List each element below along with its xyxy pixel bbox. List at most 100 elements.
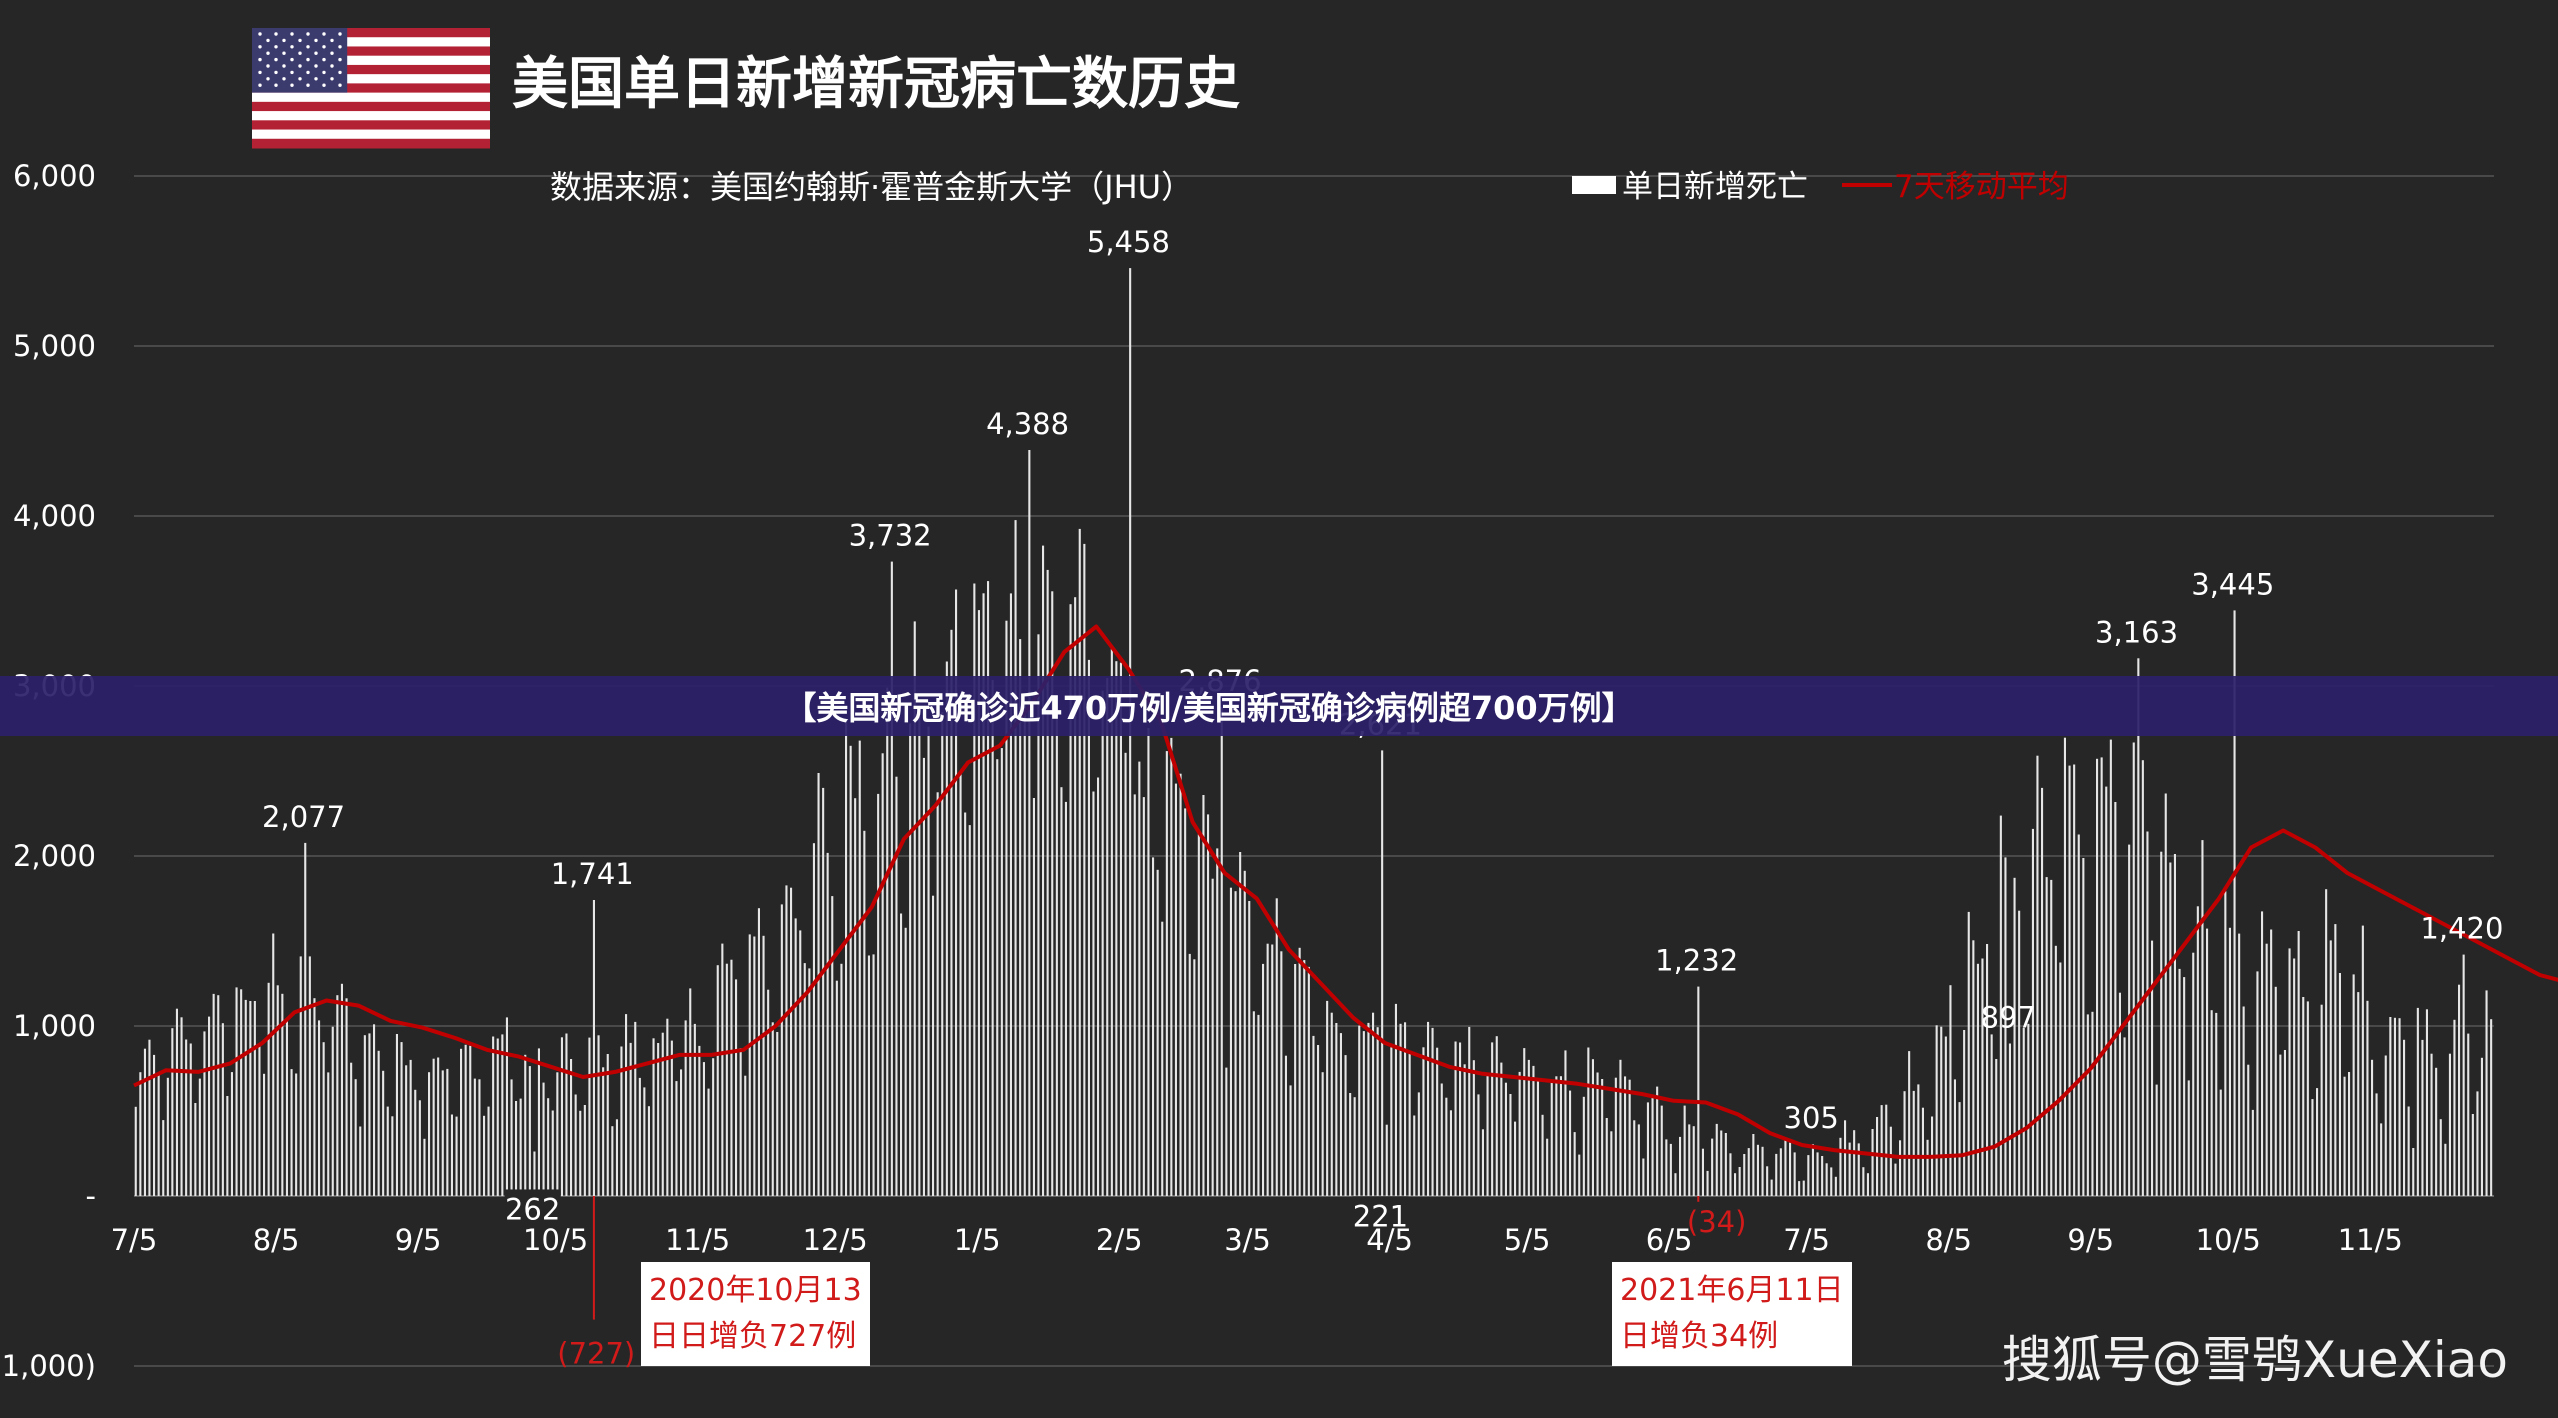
daily-bar	[1921, 1107, 1924, 1196]
flag-star	[282, 38, 286, 43]
daily-bar	[1211, 878, 1214, 1196]
daily-bar	[1674, 1173, 1677, 1196]
daily-bar	[1289, 1085, 1292, 1196]
daily-bar	[295, 1073, 298, 1196]
daily-bar	[2435, 1067, 2438, 1196]
daily-bar	[945, 661, 948, 1196]
flag-star	[282, 77, 286, 81]
daily-bar	[835, 980, 838, 1196]
daily-bar	[698, 1045, 701, 1196]
daily-bar	[1701, 1148, 1704, 1196]
daily-bar	[1124, 752, 1127, 1196]
daily-bar	[1349, 1093, 1352, 1196]
daily-bar	[1152, 857, 1155, 1196]
x-tick-label: 11/5	[2338, 1223, 2403, 1257]
daily-bar	[1559, 1076, 1562, 1196]
x-tick-label: 4/5	[1366, 1223, 1413, 1257]
daily-bar	[263, 1073, 266, 1196]
daily-bar	[2453, 1019, 2456, 1196]
y-tick-label: -	[86, 1179, 96, 1213]
daily-bar	[1834, 1176, 1837, 1196]
daily-bar	[1917, 1084, 1920, 1196]
daily-bar	[2192, 952, 2195, 1196]
daily-bar	[2444, 1143, 2447, 1196]
daily-bar	[2380, 1123, 2383, 1196]
daily-bar	[2297, 931, 2300, 1196]
flag-star	[314, 77, 318, 81]
daily-bar	[354, 1079, 357, 1196]
daily-bar	[2219, 1089, 2222, 1196]
daily-bar	[629, 1042, 632, 1196]
daily-bar	[1234, 891, 1237, 1196]
x-tick-label: 10/5	[2196, 1223, 2261, 1257]
flag-stripe	[252, 101, 490, 112]
daily-bar	[359, 1126, 362, 1196]
daily-bar	[2338, 973, 2341, 1196]
daily-bar	[1477, 1094, 1480, 1196]
daily-bar	[1605, 1118, 1608, 1196]
daily-bar	[382, 1070, 385, 1196]
daily-bar	[1000, 748, 1003, 1196]
daily-bar	[1014, 520, 1017, 1196]
daily-bar	[1271, 944, 1274, 1196]
daily-bar	[2293, 958, 2296, 1196]
x-tick-label: 8/5	[253, 1223, 300, 1257]
value-label: 3,732	[849, 519, 932, 553]
daily-bar	[1614, 1077, 1617, 1196]
daily-bar	[551, 1110, 554, 1196]
daily-bar	[272, 933, 275, 1196]
daily-bar	[670, 1040, 673, 1196]
daily-bar	[987, 581, 990, 1196]
daily-bar	[1216, 848, 1219, 1196]
daily-bar	[2412, 1148, 2415, 1196]
daily-bar	[1243, 870, 1246, 1196]
daily-bar	[322, 1042, 325, 1196]
daily-bar	[226, 1096, 229, 1196]
daily-bar	[991, 680, 994, 1196]
daily-bar	[767, 989, 770, 1196]
daily-bar	[1518, 1071, 1521, 1196]
daily-bar	[721, 943, 724, 1196]
daily-bar	[1679, 1136, 1682, 1196]
daily-bar	[253, 1001, 256, 1196]
daily-bar	[537, 1048, 540, 1196]
daily-bar	[2077, 834, 2080, 1196]
daily-bar	[350, 1062, 353, 1196]
daily-bar	[735, 979, 738, 1196]
headline-banner[interactable]: 【美国新冠确诊近470万例/美国新冠确诊病例超700万例】	[0, 676, 2558, 736]
daily-bar	[1262, 963, 1265, 1196]
daily-bar	[2306, 1001, 2309, 1196]
flag-stripe	[252, 74, 490, 84]
daily-bar	[757, 908, 760, 1196]
daily-bar	[2022, 1027, 2025, 1196]
legend: 单日新增死亡 7天移动平均	[1572, 169, 2069, 205]
flag-star	[338, 32, 342, 36]
daily-bar	[1637, 1124, 1640, 1196]
daily-bar	[2389, 1017, 2392, 1196]
daily-bar	[2476, 1091, 2479, 1196]
moving-average-line	[133, 624, 2558, 1159]
daily-bar	[2430, 1053, 2433, 1196]
daily-bar	[680, 1069, 683, 1196]
legend-line-label: 7天移动平均	[1894, 169, 2069, 205]
daily-bar	[2105, 786, 2108, 1196]
daily-bar	[143, 1048, 146, 1196]
daily-bar	[1839, 1137, 1842, 1196]
daily-bar	[157, 1074, 160, 1196]
daily-bar	[194, 1103, 197, 1196]
daily-bar	[1697, 986, 1700, 1196]
flag-star	[290, 57, 294, 62]
x-tick-label: 9/5	[2067, 1223, 2114, 1257]
daily-bar	[2041, 787, 2044, 1196]
daily-bar	[1633, 1120, 1636, 1196]
daily-bar	[565, 1033, 568, 1196]
daily-bar	[441, 1070, 444, 1196]
daily-bar	[331, 1026, 334, 1196]
headline-text[interactable]: 【美国新冠确诊近470万例/美国新冠确诊病例超700万例】	[784, 689, 1634, 727]
daily-bar	[1976, 963, 1979, 1196]
daily-bar	[1087, 659, 1090, 1196]
daily-bar	[235, 987, 238, 1196]
flag-star	[298, 64, 302, 68]
daily-bar	[959, 770, 962, 1196]
daily-bar	[2054, 945, 2057, 1196]
